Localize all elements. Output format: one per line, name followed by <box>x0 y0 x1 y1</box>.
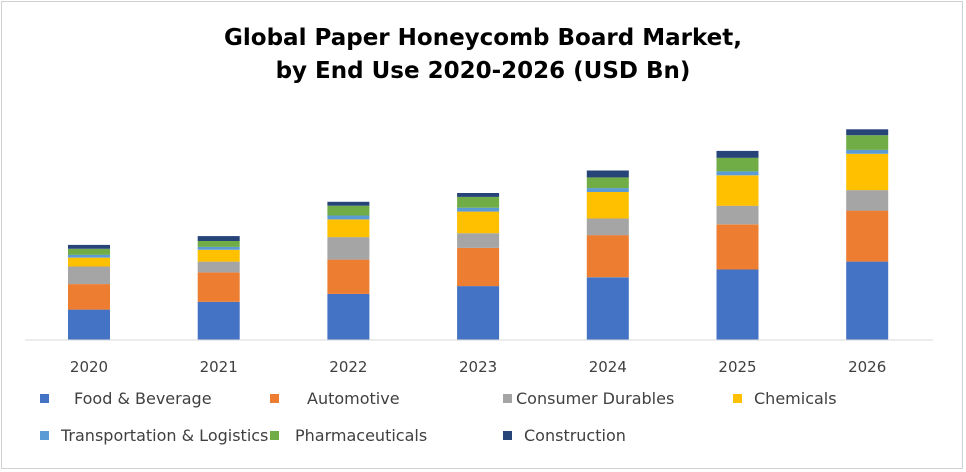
legend-label-2: Consumer Durables <box>516 388 675 408</box>
x-tick-label-2024: 2024 <box>589 358 627 376</box>
bar-2023-series-5 <box>457 196 500 208</box>
bar-2021-series-4 <box>197 246 240 250</box>
bar-2021-series-6 <box>197 236 240 241</box>
chart-title: Global Paper Honeycomb Board Market, by … <box>0 22 966 88</box>
bar-2023-series-6 <box>457 193 500 197</box>
bar-2024-series-0 <box>586 277 629 340</box>
legend-item-5: Pharmaceuticals <box>270 425 427 445</box>
bar-2026-series-5 <box>846 135 889 150</box>
bar-2021-series-2 <box>197 261 240 273</box>
legend-label-5: Pharmaceuticals <box>295 425 428 445</box>
bar-2020-series-6 <box>68 244 110 249</box>
bar-2022-series-3 <box>327 219 370 238</box>
plot-area: 2020 2021 2022 2023 2024 2025 2026 <box>25 129 933 376</box>
bar-2020-series-0 <box>68 309 110 340</box>
bar-2022-series-6 <box>327 201 370 206</box>
bar-2022-series-4 <box>327 215 370 220</box>
bar-2022-series-2 <box>327 237 370 260</box>
legend-swatch-4 <box>40 430 49 440</box>
legend: Food & Beverage Automotive Consumer Durabl… <box>0 380 966 460</box>
legend-item-4: Transportation & Logistics <box>40 425 268 445</box>
bar-2026-series-0 <box>846 261 889 340</box>
bar-2026-series-3 <box>846 153 889 191</box>
legend-swatch-1 <box>270 393 279 403</box>
legend-swatch-3 <box>733 393 742 403</box>
bar-2026-series-1 <box>846 210 889 262</box>
bar-2024-series-5 <box>586 177 629 189</box>
chart-title-line-1: Global Paper Honeycomb Board Market, <box>224 25 742 51</box>
legend-label-4: Transportation & Logistics <box>61 425 269 445</box>
bar-2021-series-1 <box>197 272 240 302</box>
bar-2021-series-3 <box>197 249 240 262</box>
bars-layer <box>68 129 889 340</box>
legend-label-6: Construction <box>524 425 626 445</box>
bar-2024-series-4 <box>586 188 629 192</box>
bar-2024-series-3 <box>586 192 629 219</box>
bar-2020-series-5 <box>68 248 110 255</box>
bar-2026-series-2 <box>846 190 889 211</box>
bar-2022-series-0 <box>327 293 370 340</box>
x-tick-label-2022: 2022 <box>329 358 367 376</box>
x-tick-labels: 2020 2021 2022 2023 2024 2025 2026 <box>70 358 886 376</box>
legend-swatch-0 <box>40 393 49 403</box>
bar-2020-series-3 <box>68 257 110 267</box>
bar-2025-series-1 <box>716 224 759 270</box>
bar-2021-series-0 <box>197 301 240 340</box>
legend-swatch-6 <box>503 430 512 440</box>
bar-2023-series-4 <box>457 207 500 212</box>
bar-2024-series-2 <box>586 218 629 236</box>
legend-swatch-5 <box>270 430 279 440</box>
legend-item-2: Consumer Durables <box>503 388 674 408</box>
legend-item-3: Chemicals <box>733 388 837 408</box>
bar-2025-series-5 <box>716 157 759 172</box>
bar-2025-series-0 <box>716 269 759 340</box>
bar-2023-series-0 <box>457 286 500 340</box>
legend-label-0: Food & Beverage <box>74 388 212 408</box>
x-tick-label-2020: 2020 <box>70 358 108 376</box>
bar-2022-series-5 <box>327 205 370 216</box>
bar-2025-series-2 <box>716 205 759 225</box>
bar-2020-series-2 <box>68 266 110 285</box>
bar-2023-series-3 <box>457 211 500 234</box>
bar-2025-series-3 <box>716 175 759 206</box>
bar-2023-series-2 <box>457 233 500 248</box>
bar-2020-series-4 <box>68 254 110 258</box>
x-tick-label-2025: 2025 <box>718 358 756 376</box>
x-tick-label-2026: 2026 <box>848 358 886 376</box>
x-tick-label-2021: 2021 <box>200 358 238 376</box>
bar-2026-series-6 <box>846 129 889 136</box>
bar-2023-series-1 <box>457 247 500 287</box>
bar-2022-series-1 <box>327 259 370 294</box>
bar-2025-series-6 <box>716 150 759 158</box>
bar-2020-series-1 <box>68 284 110 310</box>
bar-2024-series-6 <box>586 170 629 178</box>
legend-item-6: Construction <box>503 425 626 445</box>
x-tick-label-2023: 2023 <box>459 358 497 376</box>
legend-item-1: Automotive <box>270 388 400 408</box>
bar-2025-series-4 <box>716 171 759 176</box>
legend-label-3: Chemicals <box>754 388 837 408</box>
chart-title-line-2: by End Use 2020-2026 (USD Bn) <box>275 58 691 84</box>
bar-2026-series-4 <box>846 149 889 154</box>
bar-2024-series-1 <box>586 235 629 278</box>
bar-2021-series-5 <box>197 241 240 247</box>
legend-swatch-2 <box>503 393 512 403</box>
legend-label-1: Automotive <box>307 388 400 408</box>
legend-item-0: Food & Beverage <box>40 388 212 408</box>
